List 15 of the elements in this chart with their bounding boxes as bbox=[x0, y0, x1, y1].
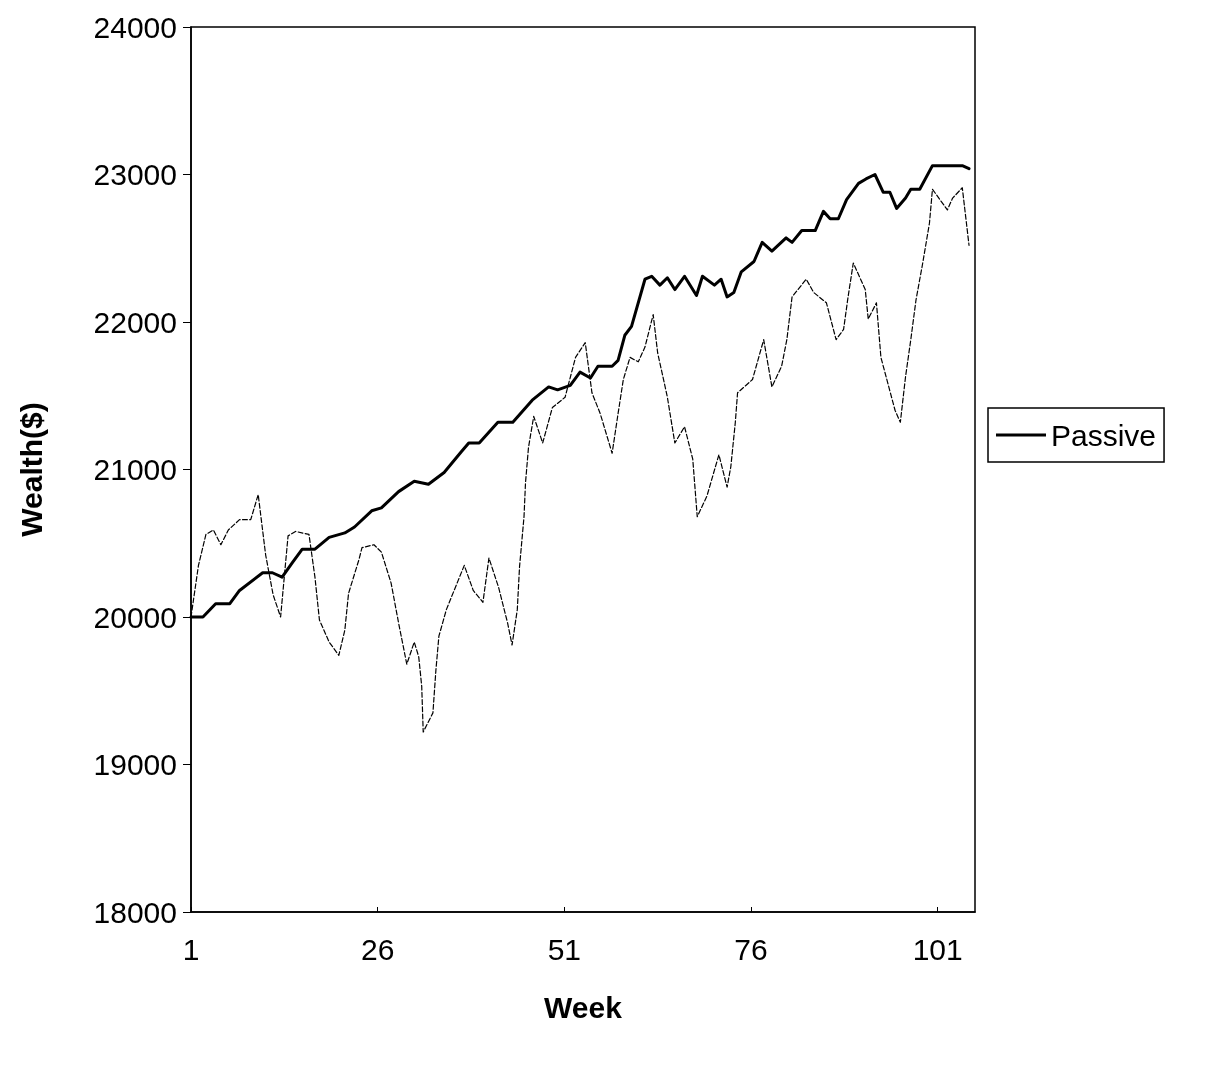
x-axis-title: Week bbox=[544, 990, 623, 1024]
y-tick-label: 21000 bbox=[93, 453, 177, 486]
y-tick-label: 18000 bbox=[93, 895, 177, 929]
y-tick-label: 23000 bbox=[93, 158, 177, 191]
x-tick-label: 26 bbox=[360, 932, 395, 966]
y-tick-label: 24000 bbox=[93, 10, 177, 44]
y-tick-label: 20000 bbox=[93, 600, 177, 634]
x-tick-label: 76 bbox=[734, 932, 768, 966]
legend-label: Passive bbox=[1051, 418, 1157, 452]
y-axis-title: Wealth($) bbox=[14, 402, 48, 537]
x-tick-label: 51 bbox=[547, 932, 582, 966]
y-tick-label: 22000 bbox=[93, 305, 177, 339]
x-tick-label: 101 bbox=[912, 932, 963, 966]
y-tick-label: 19000 bbox=[93, 748, 177, 781]
x-tick-label: 1 bbox=[182, 932, 200, 966]
